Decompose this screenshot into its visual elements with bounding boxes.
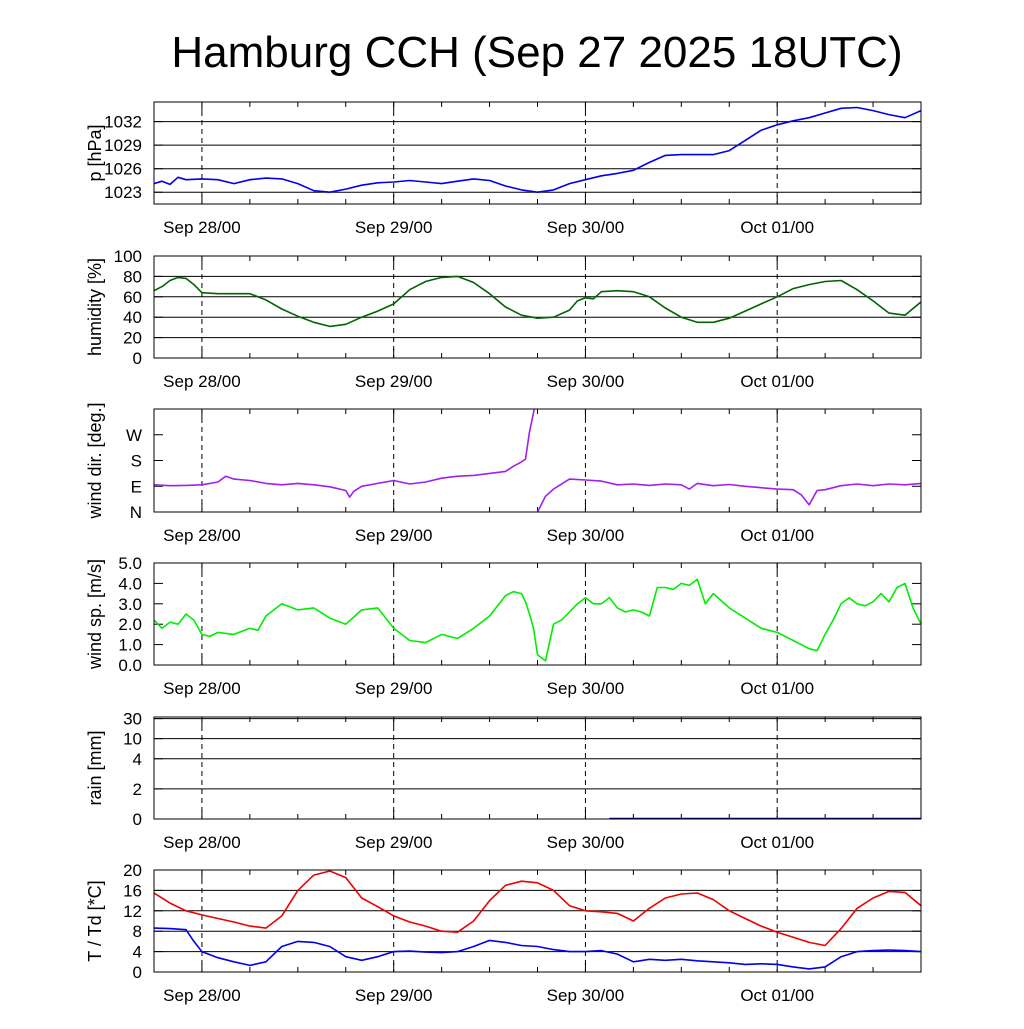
x-tick-label-2: Sep 30/00 [547, 833, 625, 852]
y-tick-label-5: 5.0 [118, 554, 142, 573]
panel-frame [153, 716, 922, 820]
y-tick-label-4: 80 [123, 267, 142, 286]
x-tick-label-1: Sep 29/00 [355, 986, 433, 1005]
y-tick-label-3: 3.0 [118, 595, 142, 614]
x-tick-label-0: Sep 28/00 [163, 986, 241, 1005]
series-wind_speed-0 [154, 578, 921, 662]
panel-pressure: 1023 1026 1029 1032 Sep 28/00 Sep 29/00 Sep 30… [85, 101, 922, 237]
x-tick-label-3: Oct 01/00 [740, 526, 814, 545]
x-tick-label-0: Sep 28/00 [163, 833, 241, 852]
x-tick-label-0: Sep 28/00 [163, 679, 241, 698]
y-tick-label-5: 100 [114, 247, 142, 266]
series-wind_dir-1 [536, 478, 921, 512]
x-tick-label-0: Sep 28/00 [163, 372, 241, 391]
y-tick-label-0: 0 [133, 810, 142, 829]
x-tick-label-1: Sep 29/00 [355, 833, 433, 852]
y-tick-label-3: 10 [123, 730, 142, 749]
y-tick-label-4: 4.0 [118, 574, 142, 593]
series-temperature-1 [154, 927, 921, 970]
y-tick-label-2: 8 [133, 922, 142, 941]
y-tick-label-3: 12 [123, 902, 142, 921]
panel-frame [153, 101, 922, 205]
y-tick-label-4: 16 [123, 881, 142, 900]
panel-frame [153, 255, 922, 359]
y-tick-label-1: E [131, 477, 142, 496]
x-tick-label-1: Sep 29/00 [355, 679, 433, 698]
y-axis-title: wind dir. [deg.] [85, 402, 105, 519]
y-tick-label-3: 1032 [104, 113, 142, 132]
y-tick-label-2: S [131, 452, 142, 471]
panel-frame [153, 562, 922, 666]
y-tick-label-4: 30 [123, 710, 142, 729]
y-axis-title: rain [mm] [85, 730, 105, 805]
y-tick-label-1: 20 [123, 329, 142, 348]
series-humidity-0 [154, 275, 921, 328]
y-tick-label-0: 0 [133, 963, 142, 982]
x-tick-label-1: Sep 29/00 [355, 372, 433, 391]
x-tick-label-2: Sep 30/00 [547, 372, 625, 391]
x-tick-label-1: Sep 29/00 [355, 218, 433, 237]
x-tick-label-3: Oct 01/00 [740, 833, 814, 852]
series-temperature-0 [154, 870, 921, 947]
x-tick-label-2: Sep 30/00 [547, 679, 625, 698]
chart-title: Hamburg CCH (Sep 27 2025 18UTC) [171, 28, 902, 77]
y-tick-label-0: 0 [133, 349, 142, 368]
series-wind_dir-0 [154, 409, 536, 498]
y-tick-label-0: N [130, 503, 142, 522]
y-axis-title: wind sp. [m/s] [85, 559, 105, 670]
y-tick-label-0: 0.0 [118, 656, 142, 675]
panel-wind_speed: 0.01.0 2.03.0 4.05.0 Sep 28/00 Sep 29/00 Sep … [85, 554, 922, 698]
y-tick-label-1: 1.0 [118, 636, 142, 655]
panels: 1023 1026 1029 1032 Sep 28/00 Sep 29/00 Sep 30… [85, 101, 922, 1005]
y-tick-label-2: 4 [133, 750, 142, 769]
y-tick-label-2: 40 [123, 308, 142, 327]
panel-frame [153, 408, 922, 513]
y-axis-title: humidity [%] [85, 258, 105, 356]
y-tick-label-3: W [126, 426, 142, 445]
y-axis-title: p [hPa] [85, 124, 105, 181]
x-tick-label-3: Oct 01/00 [740, 679, 814, 698]
x-tick-label-2: Sep 30/00 [547, 526, 625, 545]
series-pressure-0 [154, 106, 921, 193]
panel-frame [153, 869, 922, 973]
y-axis-title: T / Td [*C] [85, 880, 105, 961]
x-tick-label-0: Sep 28/00 [163, 218, 241, 237]
y-tick-label-1: 2 [133, 780, 142, 799]
x-tick-label-3: Oct 01/00 [740, 218, 814, 237]
y-tick-label-2: 1029 [104, 136, 142, 155]
x-tick-label-1: Sep 29/00 [355, 526, 433, 545]
x-tick-label-2: Sep 30/00 [547, 986, 625, 1005]
x-tick-label-0: Sep 28/00 [163, 526, 241, 545]
y-tick-label-2: 2.0 [118, 615, 142, 634]
x-tick-label-3: Oct 01/00 [740, 986, 814, 1005]
x-tick-label-3: Oct 01/00 [740, 372, 814, 391]
y-tick-label-5: 20 [123, 861, 142, 880]
x-tick-label-2: Sep 30/00 [547, 218, 625, 237]
y-tick-label-3: 60 [123, 288, 142, 307]
y-tick-label-1: 1026 [104, 160, 142, 179]
y-tick-label-1: 4 [133, 943, 142, 962]
y-tick-label-0: 1023 [104, 183, 142, 202]
